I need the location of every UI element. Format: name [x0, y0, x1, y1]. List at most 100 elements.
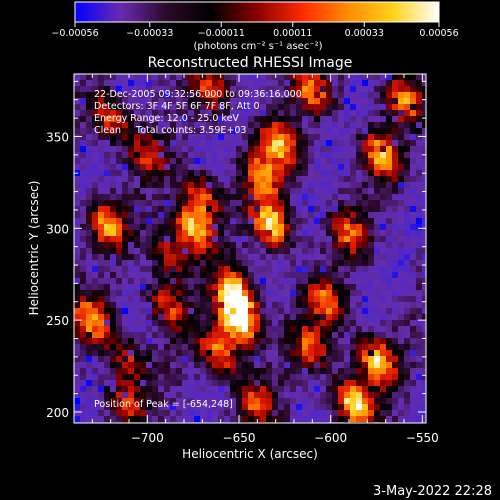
- heatmap-cell: [296, 398, 303, 405]
- heatmap-cell: [308, 212, 315, 219]
- heatmap-cell: [380, 152, 387, 159]
- heatmap-cell: [116, 362, 123, 369]
- heatmap-cell: [74, 392, 81, 399]
- heatmap-cell: [368, 260, 375, 267]
- heatmap-cell: [320, 110, 327, 117]
- heatmap-cell: [380, 254, 387, 261]
- heatmap-cell: [152, 200, 159, 207]
- heatmap-cell: [260, 290, 267, 297]
- heatmap-cell: [236, 302, 243, 309]
- heatmap-cell: [218, 302, 225, 309]
- heatmap-cell: [302, 266, 309, 273]
- heatmap-cell: [236, 86, 243, 93]
- heatmap-cell: [356, 356, 363, 363]
- heatmap-cell: [338, 284, 345, 291]
- heatmap-cell: [290, 170, 297, 177]
- heatmap-cell: [326, 380, 333, 387]
- heatmap-cell: [176, 302, 183, 309]
- heatmap-cell: [134, 284, 141, 291]
- heatmap-cell: [98, 104, 105, 111]
- heatmap-cell: [74, 398, 81, 405]
- heatmap-cell: [230, 170, 237, 177]
- heatmap-cell: [242, 374, 249, 381]
- heatmap-cell: [302, 302, 309, 309]
- heatmap-cell: [398, 224, 405, 231]
- heatmap-cell: [86, 254, 93, 261]
- heatmap-cell: [392, 194, 399, 201]
- heatmap-cell: [128, 362, 135, 369]
- heatmap-cell: [392, 224, 399, 231]
- heatmap-cell: [404, 386, 411, 393]
- heatmap-cell: [104, 146, 111, 153]
- heatmap-cell: [332, 272, 339, 279]
- heatmap-cell: [110, 416, 117, 423]
- heatmap-cell: [356, 404, 363, 411]
- heatmap-cell: [272, 404, 279, 411]
- heatmap-cell: [200, 248, 207, 255]
- heatmap-cell: [92, 200, 99, 207]
- heatmap-cell: [128, 224, 135, 231]
- heatmap-cell: [272, 200, 279, 207]
- heatmap-cell: [116, 74, 123, 81]
- heatmap-cell: [326, 236, 333, 243]
- heatmap-cell: [272, 194, 279, 201]
- heatmap-cell: [224, 356, 231, 363]
- heatmap-cell: [326, 176, 333, 183]
- heatmap-cell: [98, 74, 105, 81]
- heatmap-cell: [224, 350, 231, 357]
- heatmap-cell: [362, 404, 369, 411]
- heatmap-cell: [134, 74, 141, 81]
- heatmap-cell: [176, 362, 183, 369]
- heatmap-cell: [92, 398, 99, 405]
- heatmap-cell: [218, 290, 225, 297]
- heatmap-cell: [422, 332, 426, 339]
- heatmap-cell: [164, 212, 171, 219]
- heatmap-cell: [146, 200, 153, 207]
- heatmap-cell: [302, 176, 309, 183]
- heatmap-cell: [212, 242, 219, 249]
- heatmap-cell: [92, 374, 99, 381]
- heatmap-cell: [254, 284, 261, 291]
- heatmap-cell: [338, 272, 345, 279]
- heatmap-cell: [206, 392, 213, 399]
- heatmap-cell: [80, 266, 87, 273]
- heatmap-cell: [74, 314, 81, 321]
- heatmap-cell: [122, 212, 129, 219]
- heatmap-cell: [290, 416, 297, 423]
- heatmap-cell: [296, 236, 303, 243]
- heatmap-cell: [194, 314, 201, 321]
- heatmap-cell: [380, 128, 387, 135]
- peak-position-label: Position of Peak = [-654,248]: [94, 399, 233, 410]
- heatmap-cell: [188, 320, 195, 327]
- heatmap-cell: [284, 254, 291, 261]
- heatmap-cell: [278, 308, 285, 315]
- heatmap-cell: [266, 236, 273, 243]
- heatmap-cell: [98, 146, 105, 153]
- heatmap-cell: [206, 374, 213, 381]
- heatmap-cell: [416, 176, 423, 183]
- heatmap-cell: [242, 272, 249, 279]
- heatmap-cell: [266, 230, 273, 237]
- heatmap-cell: [200, 206, 207, 213]
- heatmap-cell: [296, 194, 303, 201]
- heatmap-cell: [308, 86, 315, 93]
- heatmap-cell: [164, 362, 171, 369]
- heatmap-cell: [368, 248, 375, 255]
- heatmap-cell: [86, 416, 93, 423]
- heatmap-cell: [218, 296, 225, 303]
- heatmap-cell: [338, 338, 345, 345]
- heatmap-cell: [128, 116, 135, 123]
- heatmap-cell: [158, 296, 165, 303]
- heatmap-cell: [158, 248, 165, 255]
- heatmap-cell: [146, 254, 153, 261]
- heatmap-cell: [236, 98, 243, 105]
- heatmap-cell: [404, 290, 411, 297]
- heatmap-cell: [338, 158, 345, 165]
- heatmap-cell: [92, 404, 99, 411]
- heatmap-cell: [164, 308, 171, 315]
- heatmap-cell: [98, 374, 105, 381]
- heatmap-cell: [302, 110, 309, 117]
- heatmap-cell: [362, 116, 369, 123]
- heatmap-cell: [236, 230, 243, 237]
- heatmap-cell: [110, 302, 117, 309]
